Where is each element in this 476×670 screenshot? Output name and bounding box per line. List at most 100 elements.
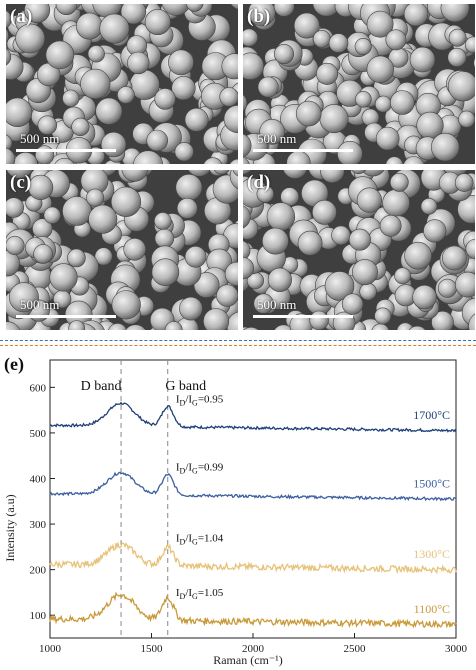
particle bbox=[266, 202, 296, 231]
particle bbox=[120, 4, 147, 25]
particle bbox=[440, 4, 470, 23]
particle bbox=[67, 248, 86, 268]
particle bbox=[154, 228, 175, 249]
particle bbox=[71, 117, 90, 136]
series-label: 1300°C bbox=[413, 547, 450, 561]
x-tick-label: 2500 bbox=[344, 643, 367, 655]
panel-label-d: (d) bbox=[247, 172, 271, 193]
particle bbox=[328, 33, 349, 53]
particle bbox=[121, 170, 149, 182]
sem-panel-d: (d) 500 nm bbox=[243, 170, 475, 330]
particle bbox=[337, 140, 363, 164]
spectrum-line bbox=[49, 541, 457, 575]
x-tick-label: 3000 bbox=[445, 643, 468, 655]
particle bbox=[354, 37, 372, 55]
divider-blue-dashed bbox=[0, 340, 476, 341]
x-axis-title: Raman (cm⁻¹) bbox=[213, 653, 283, 667]
particle bbox=[454, 173, 474, 192]
particle bbox=[359, 282, 377, 301]
particle bbox=[468, 313, 475, 330]
scale-bar-d bbox=[253, 315, 353, 318]
particle bbox=[355, 91, 372, 108]
particle bbox=[55, 4, 78, 15]
particle bbox=[312, 4, 341, 17]
particle bbox=[184, 107, 209, 132]
particle bbox=[146, 129, 168, 152]
series-label: 1100°C bbox=[414, 602, 450, 616]
y-tick-label: 500 bbox=[30, 428, 47, 440]
raman-chart: (e) 1000 1500 2000 2500 3000 100 200 300 400 500 6… bbox=[3, 354, 468, 667]
scale-text-a: 500 nm bbox=[20, 131, 60, 146]
particle bbox=[331, 225, 351, 246]
particle bbox=[379, 214, 402, 237]
particle bbox=[123, 238, 146, 261]
particle bbox=[171, 75, 196, 101]
particle bbox=[154, 212, 172, 230]
particle bbox=[232, 170, 238, 177]
particle bbox=[293, 12, 320, 39]
particle bbox=[100, 131, 127, 158]
particle bbox=[441, 245, 467, 271]
particle bbox=[161, 4, 191, 16]
particle bbox=[273, 324, 294, 330]
panel-label-a: (a) bbox=[10, 6, 33, 27]
particle bbox=[95, 97, 123, 125]
particle bbox=[320, 170, 345, 183]
particle bbox=[448, 28, 467, 47]
particle bbox=[356, 187, 382, 213]
particle bbox=[125, 324, 146, 330]
particle bbox=[6, 134, 13, 152]
particle bbox=[193, 272, 220, 298]
particle bbox=[243, 327, 259, 330]
scale-text-d: 500 nm bbox=[257, 297, 297, 312]
particle bbox=[366, 55, 395, 84]
y-axis-title: Intensity (a.u) bbox=[3, 494, 17, 561]
ratio-label: ID/IG=1.04 bbox=[176, 532, 224, 546]
panel-label-c: (c) bbox=[10, 172, 32, 193]
spectrum-line bbox=[49, 591, 457, 629]
particle bbox=[316, 62, 339, 85]
divider-orange-dashed bbox=[0, 345, 476, 346]
x-tick-label: 2000 bbox=[242, 643, 265, 655]
particle bbox=[223, 105, 238, 133]
sem-image-a bbox=[6, 4, 238, 164]
particle bbox=[6, 250, 20, 277]
particle bbox=[76, 12, 103, 40]
scale-bar-b bbox=[253, 149, 353, 152]
particle bbox=[312, 30, 331, 48]
particle bbox=[216, 284, 238, 307]
sem-panel-c: (c) 500 nm bbox=[6, 170, 238, 330]
particle bbox=[133, 150, 164, 164]
particle bbox=[259, 119, 285, 145]
particle bbox=[6, 197, 24, 218]
particle bbox=[351, 170, 367, 174]
particle bbox=[127, 51, 150, 75]
spectrum-line bbox=[49, 401, 457, 433]
particle bbox=[176, 197, 198, 219]
spectrum-line bbox=[49, 471, 457, 502]
particle bbox=[267, 267, 293, 292]
particle bbox=[385, 29, 407, 51]
particle bbox=[37, 115, 57, 135]
particle bbox=[366, 10, 394, 38]
particle bbox=[88, 204, 118, 234]
particle bbox=[309, 310, 329, 330]
particle bbox=[6, 321, 21, 330]
particle bbox=[382, 189, 410, 217]
particle bbox=[164, 321, 183, 330]
particle bbox=[319, 104, 349, 134]
particle bbox=[312, 199, 337, 225]
particle bbox=[80, 68, 111, 99]
scale-text-b: 500 nm bbox=[257, 131, 297, 146]
particle bbox=[15, 23, 46, 54]
x-tick-label: 1500 bbox=[141, 643, 164, 655]
particle bbox=[185, 4, 204, 12]
particle bbox=[375, 126, 400, 151]
particle bbox=[68, 320, 86, 330]
particle bbox=[394, 267, 412, 285]
particle bbox=[224, 261, 238, 286]
particle bbox=[390, 90, 415, 115]
particle bbox=[144, 9, 171, 35]
particle bbox=[62, 89, 80, 107]
particle bbox=[243, 205, 251, 229]
